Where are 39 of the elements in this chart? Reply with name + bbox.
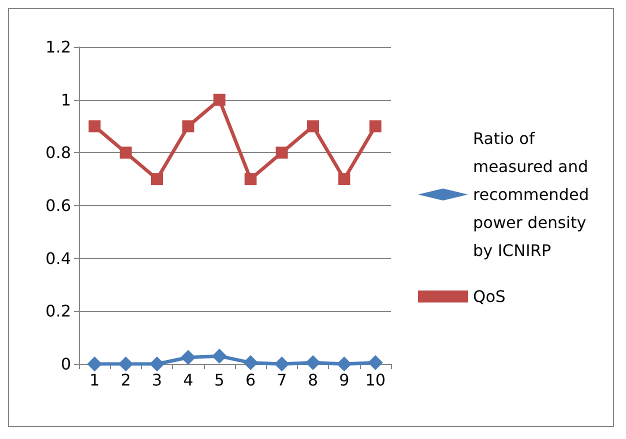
y-tick-label: 0.4	[46, 248, 71, 268]
x-tick-label: 9	[339, 370, 350, 390]
y-tick-label: 1.2	[46, 38, 71, 56]
point	[213, 94, 226, 106]
legend-label: QoS	[473, 287, 506, 306]
y-tick-label: 0.8	[46, 143, 71, 162]
x-tick-label: 8	[308, 370, 318, 390]
x-tick-label: 4	[183, 370, 194, 390]
point	[276, 146, 288, 159]
y-tick-label: 0.6	[46, 196, 71, 215]
point	[212, 348, 227, 364]
point	[182, 120, 194, 132]
x-tick-label: 10	[365, 370, 386, 390]
y-tick-label: 0.2	[46, 302, 71, 321]
x-tick-label: 3	[152, 370, 162, 390]
point	[244, 173, 257, 186]
point	[180, 350, 196, 365]
x-tick-label: 2	[120, 370, 131, 390]
x-tick-label: 5	[214, 370, 224, 390]
point	[338, 173, 350, 186]
legend-label: Ratio of measured and recommended power density by ICNIRP	[473, 129, 594, 260]
point	[118, 356, 134, 372]
point	[120, 146, 132, 159]
point	[88, 120, 101, 132]
x-tick-label: 1	[90, 370, 100, 390]
point	[150, 356, 164, 372]
point	[243, 355, 258, 370]
point	[151, 173, 163, 186]
point	[368, 355, 383, 370]
point	[369, 120, 382, 132]
point	[307, 120, 319, 132]
point	[87, 356, 102, 372]
x-tick-label: 6	[246, 370, 256, 390]
y-tick-label: 1	[60, 90, 71, 110]
x-tick-label: 7	[276, 370, 287, 390]
point	[274, 356, 290, 372]
point	[306, 355, 320, 370]
point	[336, 356, 352, 372]
y-tick-label: 0	[60, 354, 71, 374]
